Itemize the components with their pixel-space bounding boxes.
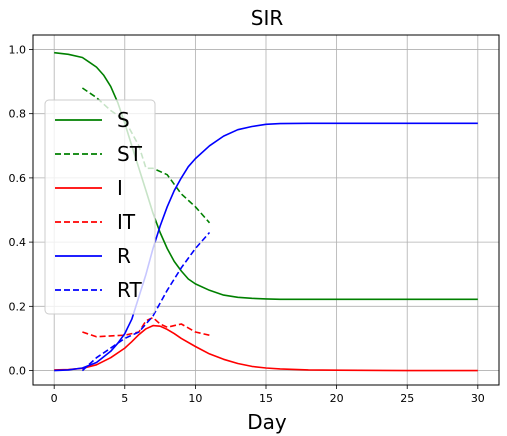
legend-label-r: R [117,244,131,268]
series-line-r [54,122,478,372]
y-tick-label: 0.4 [9,236,27,249]
series-line-it [82,316,210,338]
x-tick-label: 0 [51,392,58,405]
x-tick-label: 30 [471,392,485,405]
series-line-i [54,324,478,372]
series-line-rt [81,231,211,372]
y-tick-label: 1.0 [9,43,27,56]
y-tick-label: 0.8 [9,108,27,121]
chart-title: SIR [251,6,284,30]
legend-label-st: ST [117,142,143,166]
legend-label-i: I [117,176,123,200]
x-tick-label: 20 [330,392,344,405]
legend-label-rt: RT [117,278,142,302]
legend-label-s: S [117,108,130,132]
axis-ticks: 0 5 10 15 20 25 30 0.0 0.2 0.4 0.6 0.8 1.0 [9,43,485,405]
legend-label-it: IT [117,210,136,234]
series-lines [54,51,478,372]
x-tick-label: 15 [259,392,273,405]
x-tick-label: 5 [121,392,128,405]
series-line-s [54,51,478,301]
legend-box [44,99,156,315]
y-tick-label: 0.0 [9,365,27,378]
legend: S ST I IT R RT [44,99,156,315]
x-axis-label: Day [247,410,287,434]
y-tick-label: 0.2 [9,300,27,313]
y-tick-label: 0.6 [9,172,27,185]
x-tick-label: 25 [400,392,414,405]
x-tick-label: 10 [188,392,202,405]
